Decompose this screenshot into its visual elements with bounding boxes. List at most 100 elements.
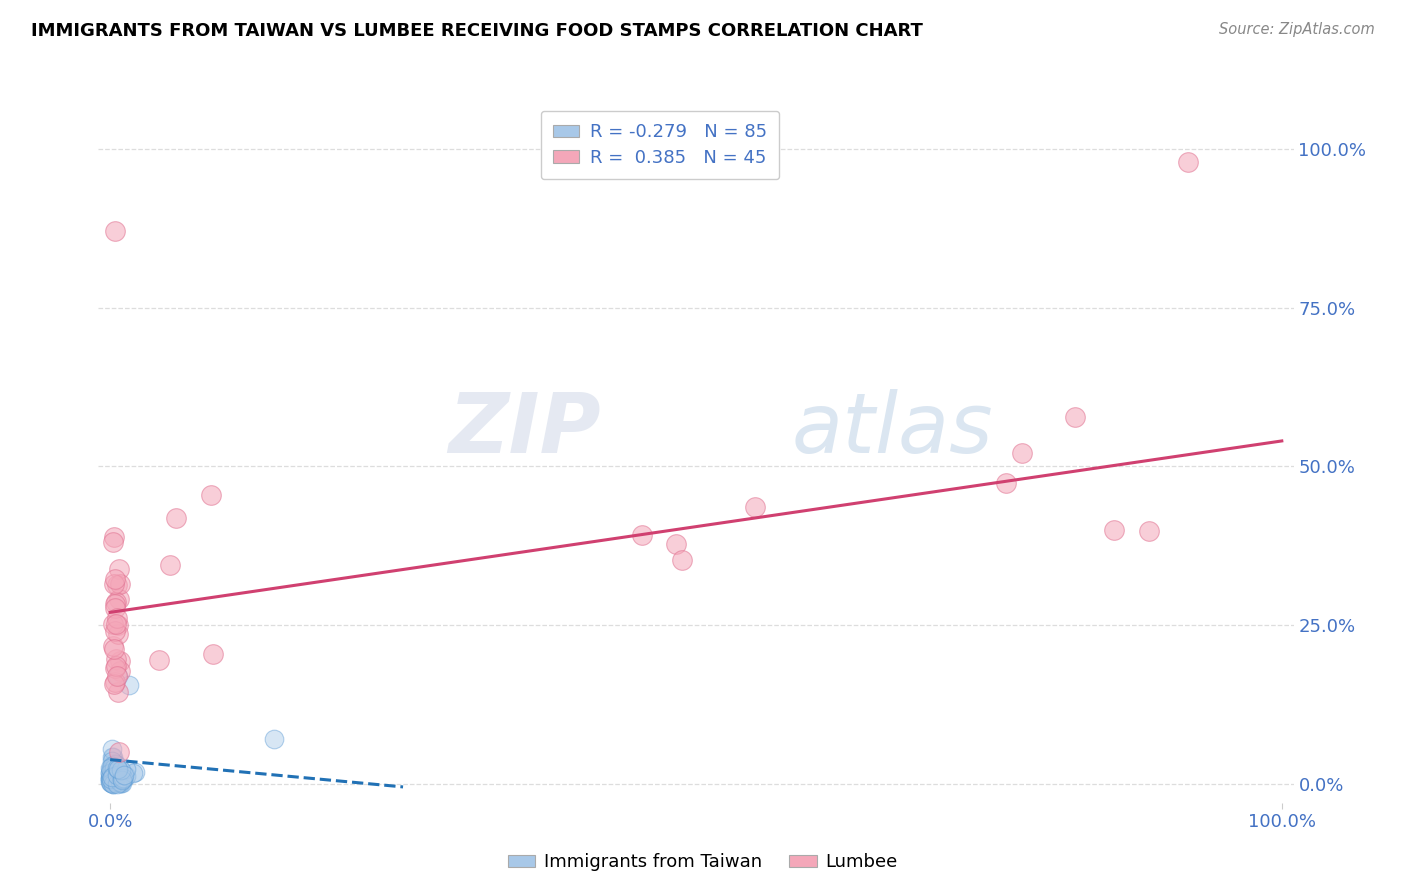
Point (101, 763, 124, 777)
Point (664, 537, 686, 551)
Point (98, 775, 122, 789)
Point (124, 764, 146, 779)
Point (110, 772, 132, 786)
Point (1063, 409, 1085, 424)
Point (108, 776, 131, 790)
Point (101, 749, 124, 764)
Point (105, 658, 128, 673)
Point (101, 774, 124, 789)
Point (101, 777, 124, 791)
Point (100, 766, 122, 780)
Point (108, 592, 131, 607)
Point (114, 769, 136, 783)
Point (103, 773, 125, 788)
Point (103, 530, 125, 544)
Point (101, 741, 124, 756)
Point (107, 685, 129, 699)
Point (110, 776, 132, 790)
Point (100, 769, 122, 783)
Point (103, 771, 125, 785)
Point (110, 775, 132, 789)
Point (103, 761, 125, 775)
Point (1177, 154, 1199, 169)
Point (110, 654, 132, 668)
Point (107, 773, 129, 788)
Point (101, 776, 124, 790)
Point (104, 597, 127, 611)
Point (104, 770, 127, 784)
Point (100, 772, 122, 787)
Point (1102, 523, 1125, 537)
Point (200, 487, 222, 501)
Point (101, 770, 124, 784)
Point (107, 617, 129, 632)
Point (995, 476, 1018, 491)
Point (103, 661, 125, 675)
Point (105, 768, 128, 782)
Point (104, 594, 127, 608)
Point (100, 775, 122, 789)
Point (107, 669, 129, 683)
Point (100, 769, 122, 783)
Point (104, 772, 127, 786)
Point (100, 775, 122, 789)
Point (100, 761, 122, 775)
Legend: Immigrants from Taiwan, Lumbee: Immigrants from Taiwan, Lumbee (501, 847, 905, 879)
Point (107, 578, 129, 592)
Point (105, 616, 128, 631)
Point (101, 768, 124, 782)
Point (103, 761, 125, 775)
Point (108, 562, 131, 576)
Point (107, 762, 129, 776)
Point (100, 775, 122, 789)
Point (112, 768, 135, 782)
Point (100, 771, 122, 785)
Point (105, 761, 128, 775)
Point (118, 678, 141, 692)
Point (103, 641, 125, 656)
Point (100, 776, 122, 790)
Point (104, 756, 127, 771)
Point (107, 760, 129, 774)
Point (104, 756, 127, 771)
Point (1011, 445, 1033, 459)
Point (101, 773, 124, 788)
Point (110, 763, 132, 777)
Point (101, 754, 124, 768)
Point (115, 762, 138, 776)
Point (108, 745, 131, 759)
Point (103, 758, 125, 772)
Point (100, 768, 122, 782)
Point (101, 770, 124, 784)
Point (671, 553, 693, 567)
Point (103, 775, 125, 789)
Point (165, 511, 187, 525)
Point (100, 762, 122, 776)
Point (103, 677, 125, 691)
Point (104, 675, 127, 690)
Text: Source: ZipAtlas.com: Source: ZipAtlas.com (1219, 22, 1375, 37)
Point (101, 617, 124, 632)
Point (1137, 524, 1160, 538)
Point (100, 760, 122, 774)
Point (101, 762, 124, 776)
Point (263, 732, 285, 747)
Point (101, 759, 124, 773)
Point (100, 771, 122, 785)
Point (101, 756, 124, 770)
Point (111, 776, 134, 790)
Point (104, 224, 127, 238)
Point (101, 775, 124, 789)
Point (104, 763, 127, 777)
Point (104, 624, 127, 638)
Point (104, 600, 127, 615)
Point (98, 772, 122, 787)
Text: IMMIGRANTS FROM TAIWAN VS LUMBEE RECEIVING FOOD STAMPS CORRELATION CHART: IMMIGRANTS FROM TAIWAN VS LUMBEE RECEIVI… (31, 22, 922, 40)
Point (110, 772, 132, 786)
Point (101, 766, 124, 780)
Point (104, 766, 127, 780)
Point (104, 573, 127, 587)
Point (101, 535, 124, 549)
Point (121, 766, 143, 780)
Point (201, 647, 224, 661)
